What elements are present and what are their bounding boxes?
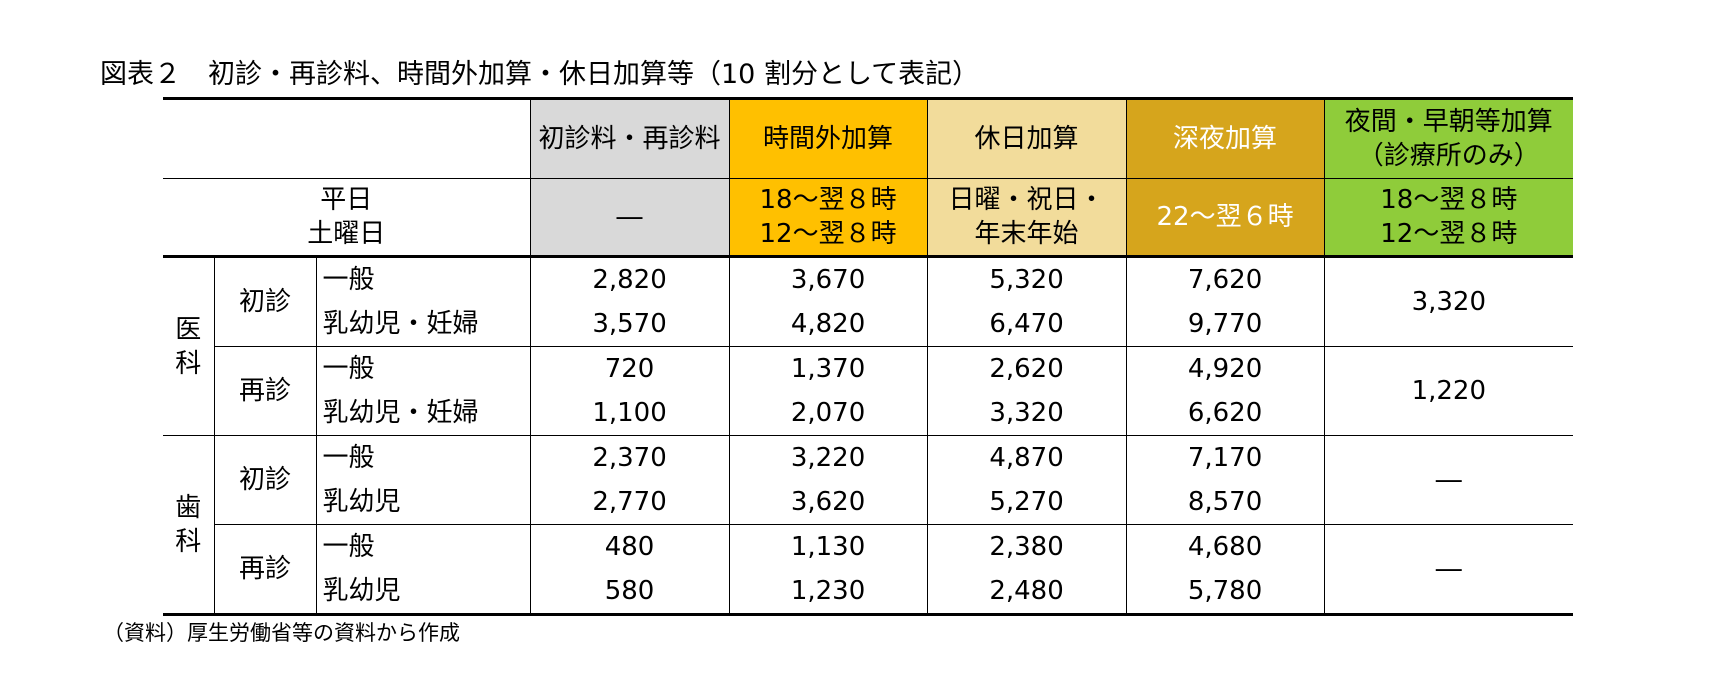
section-label-medical-line1: 医 — [175, 314, 202, 345]
fee-value: 2,820 — [529, 255, 730, 302]
table-row: 乳幼児 2,770 3,620 5,270 8,570 — [163, 480, 1573, 525]
fee-value: 8,570 — [1125, 480, 1325, 525]
header-row: 初診料・再診料 時間外加算 休日加算 深夜加算 夜間・早朝等加算 （診療所のみ） — [163, 97, 1574, 179]
table-row: 乳幼児 580 1,230 2,480 5,780 — [163, 569, 1573, 616]
fee-value: 5,270 — [926, 480, 1127, 525]
fee-value: 2,770 — [529, 480, 730, 525]
header-night-early-line1: 夜間・早朝等加算 — [1344, 107, 1553, 137]
fee-value: 1,130 — [728, 524, 928, 569]
fee-value: 720 — [529, 346, 730, 391]
patient-label: 乳幼児・妊婦 — [315, 302, 531, 347]
section-label-dental-line2: 科 — [175, 526, 202, 557]
time-after-hours-line2: 12～翌８時 — [759, 219, 897, 249]
fee-value: 2,370 — [529, 435, 730, 480]
fee-value: 2,480 — [926, 569, 1127, 616]
time-night-early-line1: 18～翌８時 — [1380, 185, 1518, 215]
patient-label: 乳幼児 — [315, 569, 531, 616]
patient-label: 一般 — [315, 346, 531, 391]
patient-label: 一般 — [315, 524, 531, 569]
time-label: 平日 土曜日 — [163, 178, 531, 257]
header-first-revisit: 初診料・再診料 — [529, 97, 730, 179]
patient-label: 乳幼児・妊婦 — [315, 391, 531, 436]
fee-value: 5,780 — [1125, 569, 1325, 616]
fee-value: 2,620 — [926, 346, 1127, 391]
fee-table: 初診料・再診料 時間外加算 休日加算 深夜加算 夜間・早朝等加算 （診療所のみ）… — [163, 97, 1574, 616]
time-night-early-line2: 12～翌８時 — [1380, 219, 1518, 249]
header-empty-cell — [163, 97, 531, 179]
time-label-weekday: 平日 — [320, 185, 373, 215]
fee-value: 1,100 — [529, 391, 730, 436]
patient-label: 一般 — [315, 255, 531, 302]
fee-value: 3,620 — [728, 480, 928, 525]
table-row: 乳幼児・妊婦 3,570 4,820 6,470 9,770 — [163, 302, 1573, 347]
time-late-night: 22～翌６時 — [1125, 178, 1325, 257]
fee-value: 3,320 — [926, 391, 1127, 436]
fee-value: 4,680 — [1125, 524, 1325, 569]
fee-value: 4,870 — [926, 435, 1127, 480]
visit-type-label: 初診 — [213, 435, 316, 525]
table-row: 再診 一般 720 1,370 2,620 4,920 1,220 — [163, 346, 1574, 436]
fee-value: 3,220 — [728, 435, 928, 480]
fee-value: 4,820 — [728, 302, 928, 347]
time-holiday-line2: 年末年始 — [974, 219, 1079, 249]
fee-value: 6,470 — [926, 302, 1127, 347]
visit-type-label: 初診 — [213, 255, 316, 347]
fee-value: 1,230 — [728, 569, 928, 616]
header-night-early-line2: （診療所のみ） — [1357, 141, 1540, 171]
night-early-value: ― — [1323, 524, 1574, 616]
header-after-hours: 時間外加算 — [728, 97, 928, 179]
fee-value: 3,570 — [529, 302, 730, 347]
fee-value: 480 — [529, 524, 730, 569]
fee-value: 3,670 — [728, 255, 928, 302]
fee-value: 2,380 — [926, 524, 1127, 569]
time-first-revisit: ― — [529, 178, 730, 257]
figure-title: 図表２ 初診・再診料、時間外加算・休日加算等（10 割分として表記） — [100, 59, 980, 90]
fee-value: 580 — [529, 569, 730, 616]
patient-label: 一般 — [315, 435, 531, 480]
table-row: 医 科 初診 一般 2,820 3,670 5,320 7,620 3,320 — [163, 255, 1574, 436]
fee-value: 7,620 — [1125, 255, 1325, 302]
visit-type-label: 再診 — [213, 346, 316, 436]
time-holiday-line1: 日曜・祝日・ — [948, 185, 1105, 215]
header-holiday: 休日加算 — [926, 97, 1127, 179]
visit-type-label: 再診 — [213, 524, 316, 616]
time-after-hours-line1: 18～翌８時 — [759, 185, 897, 215]
section-label-dental-line1: 歯 — [175, 492, 202, 523]
section-label-medical-line2: 科 — [175, 348, 202, 379]
fee-value: 2,070 — [728, 391, 928, 436]
fee-value: 4,920 — [1125, 346, 1325, 391]
fee-value: 6,620 — [1125, 391, 1325, 436]
fee-value: 7,170 — [1125, 435, 1325, 480]
section-label-dental: 歯 科 — [163, 435, 214, 616]
time-night-early: 18～翌８時 12～翌８時 — [1323, 178, 1574, 257]
time-label-saturday: 土曜日 — [307, 219, 386, 249]
table-row: 歯 科 初診 一般 2,370 3,220 4,870 7,170 ― — [163, 435, 1574, 616]
patient-label: 乳幼児 — [315, 480, 531, 525]
header-night-early: 夜間・早朝等加算 （診療所のみ） — [1323, 97, 1574, 179]
time-holiday: 日曜・祝日・ 年末年始 — [926, 178, 1127, 257]
fee-value: 1,370 — [728, 346, 928, 391]
time-after-hours: 18～翌８時 12～翌８時 — [728, 178, 928, 257]
table-row: 乳幼児・妊婦 1,100 2,070 3,320 6,620 — [163, 391, 1573, 436]
fee-value: 9,770 — [1125, 302, 1325, 347]
fee-value: 5,320 — [926, 255, 1127, 302]
table-row: 再診 一般 480 1,130 2,380 4,680 ― — [163, 524, 1574, 616]
header-late-night: 深夜加算 — [1125, 97, 1325, 179]
night-early-value: 1,220 — [1323, 346, 1574, 436]
night-early-value: ― — [1323, 435, 1574, 525]
source-note: （資料）厚生労働省等の資料から作成 — [103, 621, 460, 645]
section-label-medical: 医 科 — [163, 255, 214, 436]
time-row: 平日 土曜日 ― 18～翌８時 12～翌８時 日曜・祝日・ 年末年始 22～翌６… — [163, 178, 1574, 257]
night-early-value: 3,320 — [1323, 255, 1574, 347]
